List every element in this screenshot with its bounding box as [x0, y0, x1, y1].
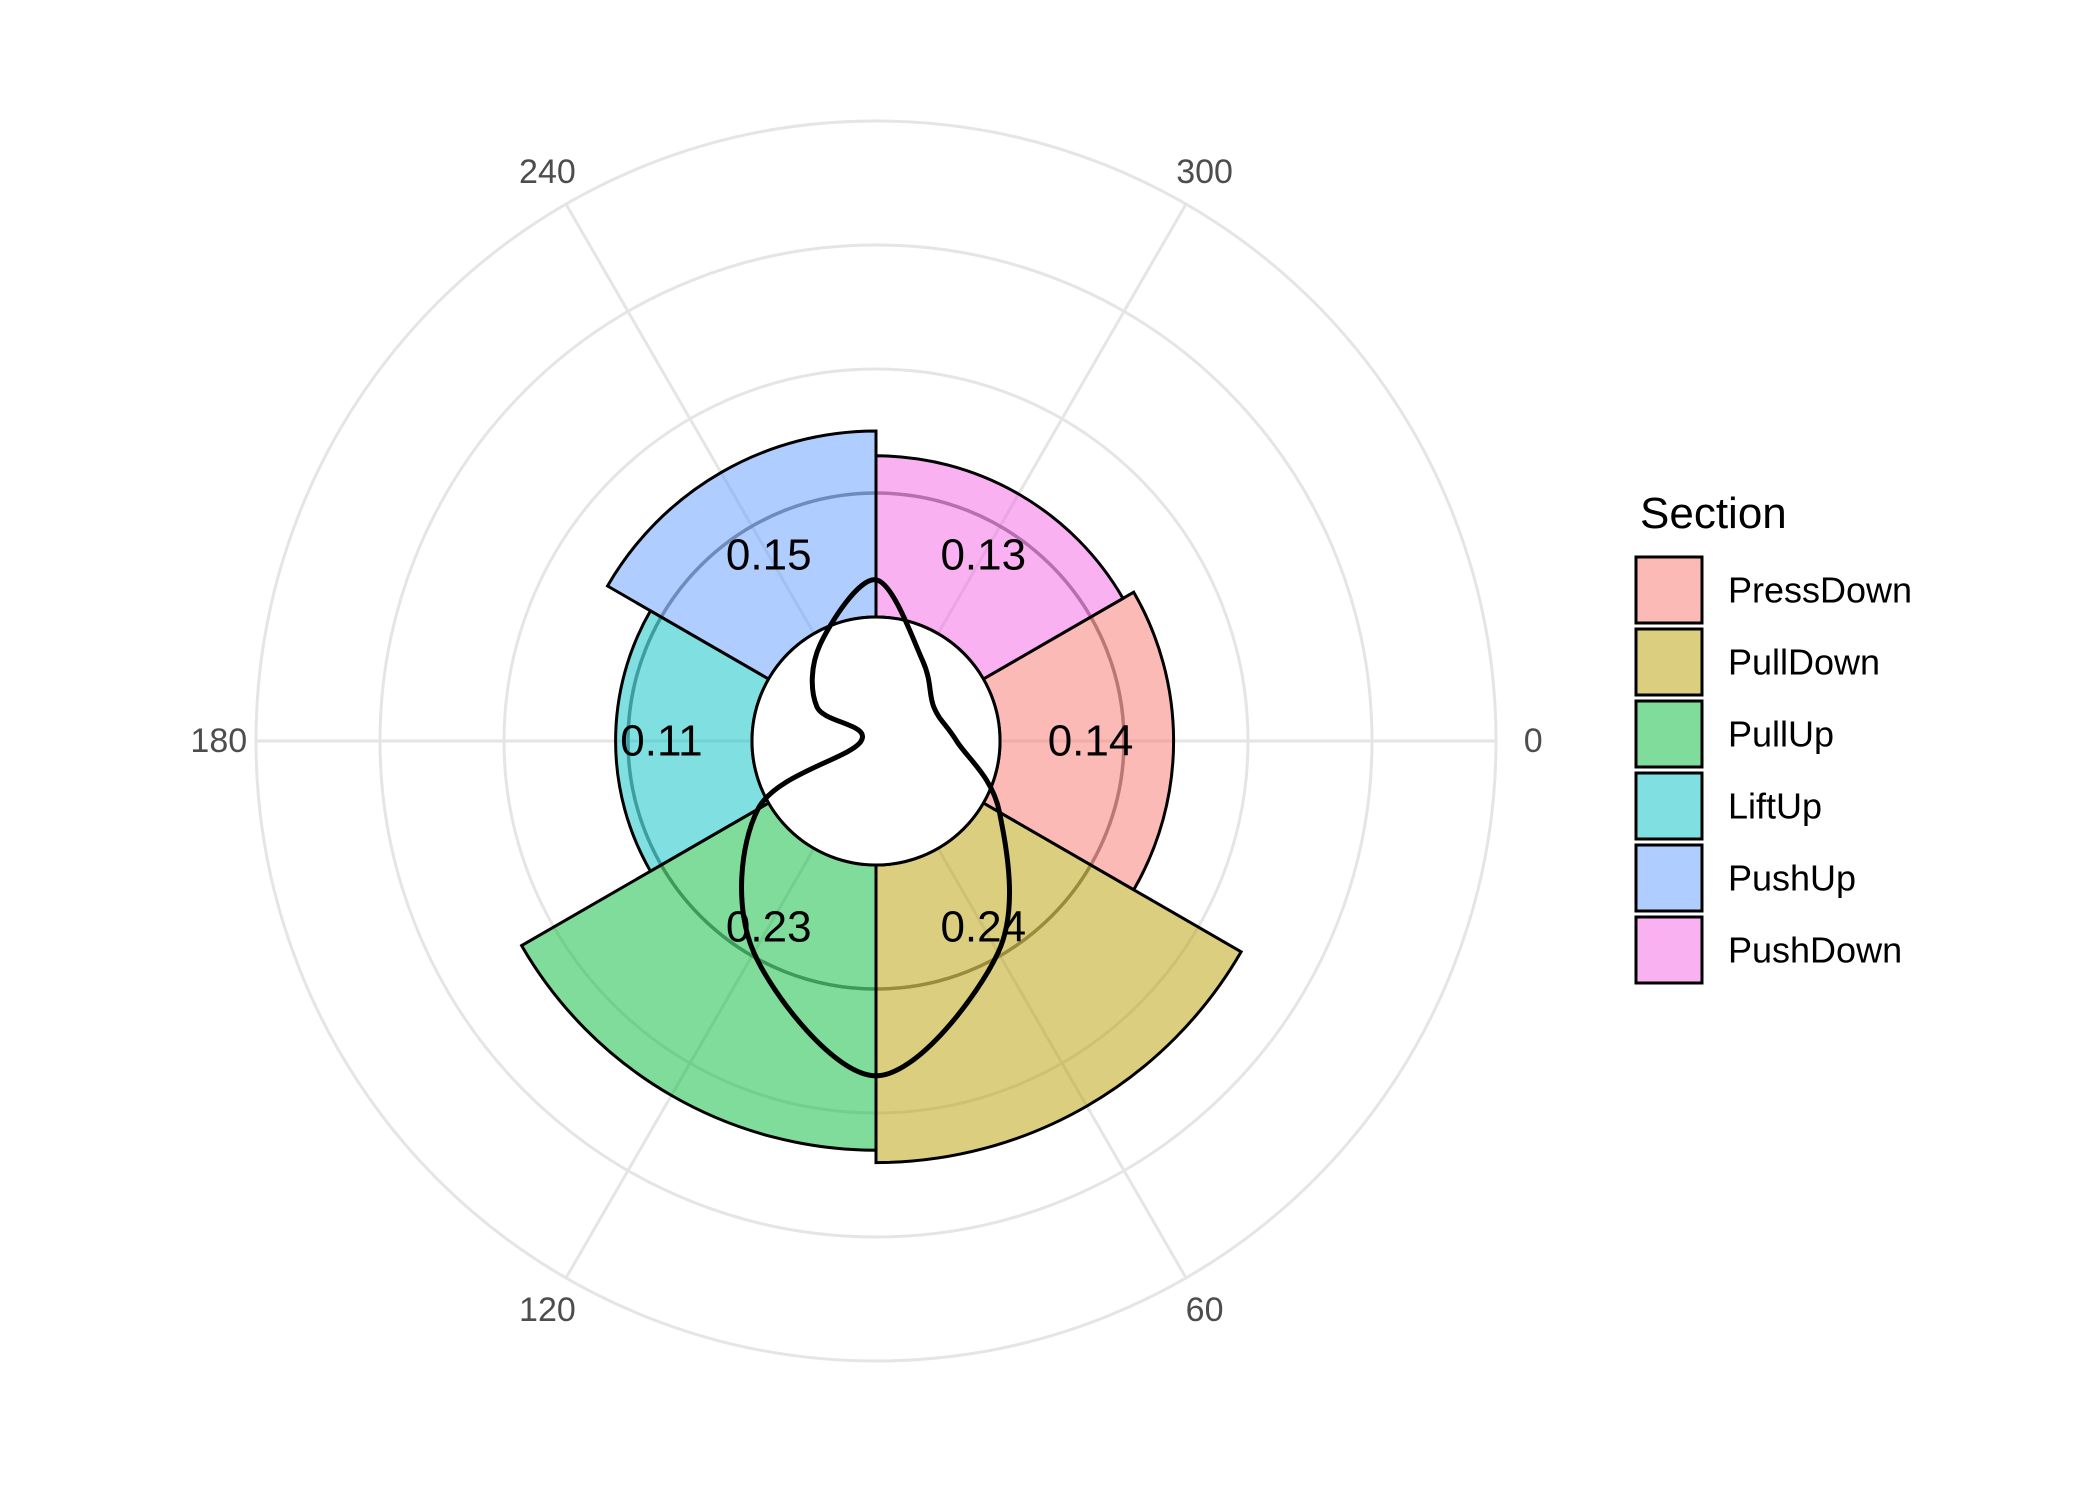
bars — [519, 429, 1244, 1165]
legend-key-liftup — [1634, 771, 1704, 841]
legend-key-pressdown — [1634, 555, 1704, 625]
angle-tick-label: 60 — [1186, 1291, 1224, 1329]
value-labels: 0.14 0.24 0.23 0.11 0.15 0.13 — [620, 531, 1133, 952]
legend-label-pushdown: PushDown — [1728, 930, 1902, 971]
angle-tick-label: 180 — [190, 722, 247, 760]
legend-label-pulldown: PullDown — [1728, 642, 1880, 683]
value-label-liftup: 0.11 — [620, 717, 702, 766]
legend-key-pulldown — [1634, 627, 1704, 697]
legend-label-pressdown: PressDown — [1728, 570, 1912, 611]
value-label-pushup: 0.15 — [726, 531, 812, 580]
value-label-pulldown: 0.24 — [940, 902, 1026, 951]
angle-tick-label: 300 — [1176, 153, 1233, 191]
legend-label-pushup: PushUp — [1728, 858, 1856, 899]
legend-title: Section — [1640, 489, 1787, 538]
legend-key-pushdown — [1634, 915, 1704, 985]
bar-pulldown — [874, 800, 1244, 1165]
bar-pullup — [519, 800, 878, 1152]
legend: Section PressDown PullDown PullUp LiftUp Pus… — [1634, 489, 1912, 985]
legend-label-liftup: LiftUp — [1728, 786, 1822, 827]
inner-hole-circle — [750, 615, 1002, 867]
angle-tick-label: 240 — [519, 153, 576, 191]
legend-key-pushup — [1634, 843, 1704, 913]
angle-axis-labels: 0 60 120 180 240 300 — [190, 153, 1542, 1329]
inner-hole — [750, 615, 1002, 867]
overlay-curve-layer — [739, 577, 1012, 1079]
legend-key-pullup — [1634, 699, 1704, 769]
value-label-pressdown: 0.14 — [1048, 717, 1134, 766]
value-label-pushdown: 0.13 — [940, 531, 1026, 580]
angle-tick-label: 120 — [519, 1291, 576, 1329]
angle-tick-label: 0 — [1524, 722, 1543, 760]
value-label-pullup: 0.23 — [726, 902, 812, 951]
legend-label-pullup: PullUp — [1728, 714, 1834, 755]
overlay-curve — [739, 577, 1012, 1079]
